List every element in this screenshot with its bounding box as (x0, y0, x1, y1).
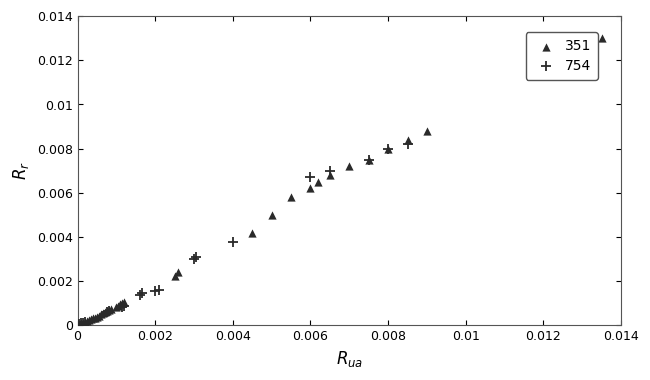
351 (313, 179, 324, 185)
754 (227, 239, 238, 245)
754 (136, 290, 147, 296)
351 (115, 301, 125, 307)
754 (76, 320, 86, 326)
351 (74, 321, 85, 328)
X-axis label: $\mathit{R}_{ua}$: $\mathit{R}_{ua}$ (335, 349, 363, 369)
351 (324, 172, 335, 178)
351 (422, 128, 432, 134)
754 (383, 146, 393, 152)
754 (363, 157, 374, 163)
351 (247, 230, 257, 236)
754 (101, 309, 112, 315)
351 (92, 314, 102, 320)
351 (76, 320, 86, 326)
351 (105, 306, 116, 312)
351 (78, 320, 88, 326)
754 (74, 321, 85, 328)
351 (383, 146, 393, 152)
754 (306, 174, 316, 180)
351 (113, 302, 124, 309)
351 (86, 316, 96, 322)
754 (402, 141, 413, 147)
351 (558, 60, 568, 66)
754 (103, 308, 114, 314)
351 (103, 307, 114, 313)
351 (402, 137, 413, 143)
351 (174, 269, 184, 275)
Legend: 351, 754: 351, 754 (526, 32, 598, 80)
754 (80, 319, 90, 325)
351 (98, 310, 108, 317)
351 (119, 299, 129, 305)
351 (306, 185, 316, 192)
351 (90, 315, 100, 321)
351 (82, 318, 92, 324)
Y-axis label: $\mathit{R}_{r}$: $\mathit{R}_{r}$ (11, 162, 31, 180)
351 (117, 300, 127, 306)
351 (597, 35, 607, 41)
754 (135, 291, 145, 298)
351 (170, 273, 180, 279)
754 (154, 287, 164, 293)
351 (363, 157, 374, 163)
351 (101, 308, 112, 314)
351 (84, 317, 94, 323)
351 (538, 57, 549, 63)
351 (266, 212, 277, 218)
351 (111, 304, 122, 310)
351 (80, 319, 90, 325)
754 (190, 254, 201, 260)
351 (96, 311, 106, 317)
351 (286, 194, 296, 200)
351 (344, 163, 354, 169)
754 (150, 288, 161, 294)
754 (117, 304, 127, 310)
351 (94, 312, 104, 318)
754 (78, 320, 88, 326)
754 (188, 256, 199, 262)
351 (99, 309, 110, 315)
754 (324, 168, 335, 174)
754 (119, 302, 129, 309)
351 (88, 315, 98, 321)
